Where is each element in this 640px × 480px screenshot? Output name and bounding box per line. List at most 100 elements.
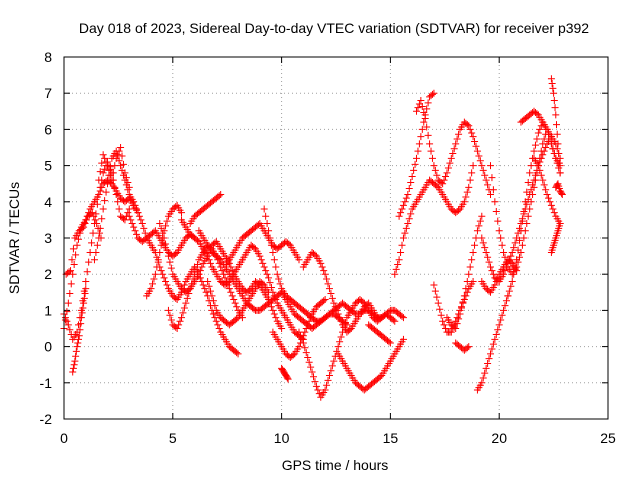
data-point — [266, 279, 274, 287]
data-point — [545, 194, 553, 202]
y-tick-label: 1 — [44, 302, 52, 318]
data-point — [176, 317, 184, 325]
data-point — [521, 198, 529, 206]
data-point — [439, 180, 447, 188]
data-point — [73, 241, 81, 249]
data-point — [481, 369, 489, 377]
data-point — [99, 151, 107, 159]
data-point — [178, 314, 186, 322]
data-point — [484, 253, 492, 261]
data-point — [450, 145, 458, 153]
data-point — [463, 121, 471, 129]
data-point — [167, 316, 175, 324]
data-point — [554, 140, 562, 148]
data-series-arc-01 — [60, 176, 138, 332]
data-point — [437, 311, 445, 319]
data-point — [539, 140, 547, 148]
data-series-arc-38 — [547, 220, 564, 256]
data-point — [96, 229, 104, 237]
data-point — [98, 215, 106, 223]
data-point — [475, 152, 483, 160]
data-point — [198, 263, 206, 271]
data-point — [452, 140, 460, 148]
data-series-arc-06 — [95, 144, 133, 191]
data-point — [502, 258, 510, 266]
data-point — [511, 263, 519, 271]
data-point — [523, 188, 531, 196]
data-point — [486, 162, 494, 170]
data-point — [427, 147, 435, 155]
data-point — [334, 343, 342, 351]
data-point — [526, 169, 534, 177]
data-point — [71, 357, 79, 365]
data-point — [376, 373, 384, 381]
data-point — [328, 294, 336, 302]
data-point — [331, 303, 339, 311]
data-point — [115, 205, 123, 213]
data-point — [328, 362, 336, 370]
data-point — [166, 258, 174, 266]
data-point — [473, 147, 481, 155]
data-point — [166, 311, 174, 319]
data-point — [320, 297, 328, 305]
data-point — [465, 122, 473, 130]
data-point — [191, 270, 199, 278]
data-point — [472, 142, 480, 150]
data-point — [228, 292, 236, 300]
data-point — [95, 234, 103, 242]
data-point — [284, 375, 292, 383]
data-point — [526, 205, 534, 213]
data-point — [263, 270, 271, 278]
data-point — [310, 373, 318, 381]
data-point — [188, 280, 196, 288]
data-point — [531, 141, 539, 149]
data-point — [61, 314, 69, 322]
data-point — [108, 176, 116, 184]
data-point — [157, 224, 165, 232]
data-point — [498, 241, 506, 249]
data-point — [69, 245, 77, 253]
data-point — [399, 335, 407, 343]
data-point — [549, 145, 557, 153]
data-point — [154, 256, 162, 264]
data-point — [485, 355, 493, 363]
data-point — [164, 306, 172, 314]
data-point — [202, 288, 210, 296]
data-point — [311, 251, 319, 259]
data-point — [140, 224, 148, 232]
data-point — [305, 358, 313, 366]
data-point — [66, 326, 74, 334]
data-point — [160, 234, 168, 242]
data-point — [457, 304, 465, 312]
data-point — [162, 240, 170, 248]
data-point — [436, 305, 444, 313]
data-point — [385, 338, 393, 346]
data-point — [540, 181, 548, 189]
data-point — [315, 390, 323, 398]
data-point — [455, 315, 463, 323]
data-point — [463, 288, 471, 296]
data-point — [124, 178, 132, 186]
data-point — [246, 286, 254, 294]
data-point — [208, 292, 216, 300]
data-point — [157, 267, 165, 275]
data-point — [539, 176, 547, 184]
data-point — [95, 176, 103, 184]
data-point — [337, 333, 345, 341]
data-point — [553, 121, 561, 129]
data-point — [492, 331, 500, 339]
data-point — [336, 338, 344, 346]
data-point — [558, 191, 566, 199]
data-point — [494, 326, 502, 334]
data-point — [534, 162, 542, 170]
data-point — [536, 125, 544, 133]
data-point — [476, 157, 484, 165]
data-point — [80, 223, 88, 231]
data-point — [164, 252, 172, 260]
data-point — [530, 147, 538, 155]
data-point — [141, 229, 149, 237]
data-point — [440, 321, 448, 329]
data-point — [207, 287, 215, 295]
data-point — [301, 344, 309, 352]
data-point — [391, 270, 399, 278]
